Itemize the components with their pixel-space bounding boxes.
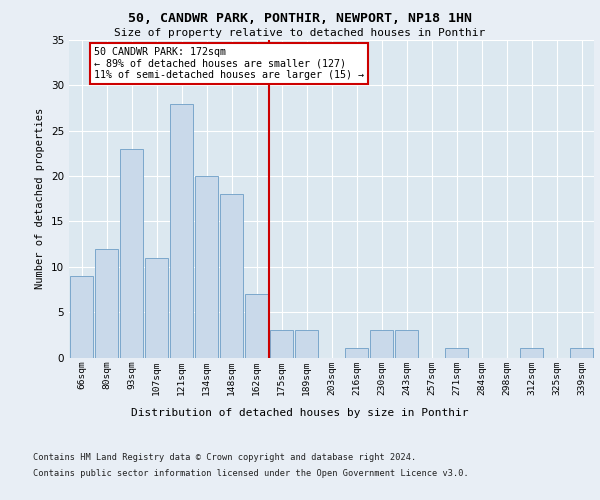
Bar	[295, 330, 319, 357]
Text: Contains HM Land Registry data © Crown copyright and database right 2024.: Contains HM Land Registry data © Crown c…	[33, 454, 416, 462]
Bar	[395, 330, 418, 357]
Bar	[520, 348, 544, 358]
Bar	[70, 276, 94, 357]
Bar	[119, 149, 143, 358]
Bar	[344, 348, 368, 358]
Bar	[245, 294, 268, 358]
Bar	[269, 330, 293, 357]
Bar	[370, 330, 394, 357]
Bar	[569, 348, 593, 358]
Bar	[170, 104, 193, 358]
Text: 50, CANDWR PARK, PONTHIR, NEWPORT, NP18 1HN: 50, CANDWR PARK, PONTHIR, NEWPORT, NP18 …	[128, 12, 472, 26]
Bar	[145, 258, 169, 358]
Text: Distribution of detached houses by size in Ponthir: Distribution of detached houses by size …	[131, 408, 469, 418]
Bar	[445, 348, 469, 358]
Bar	[220, 194, 244, 358]
Text: Size of property relative to detached houses in Ponthir: Size of property relative to detached ho…	[115, 28, 485, 38]
Bar	[95, 248, 118, 358]
Text: Contains public sector information licensed under the Open Government Licence v3: Contains public sector information licen…	[33, 468, 469, 477]
Y-axis label: Number of detached properties: Number of detached properties	[35, 108, 46, 290]
Bar	[194, 176, 218, 358]
Text: 50 CANDWR PARK: 172sqm
← 89% of detached houses are smaller (127)
11% of semi-de: 50 CANDWR PARK: 172sqm ← 89% of detached…	[94, 48, 364, 80]
